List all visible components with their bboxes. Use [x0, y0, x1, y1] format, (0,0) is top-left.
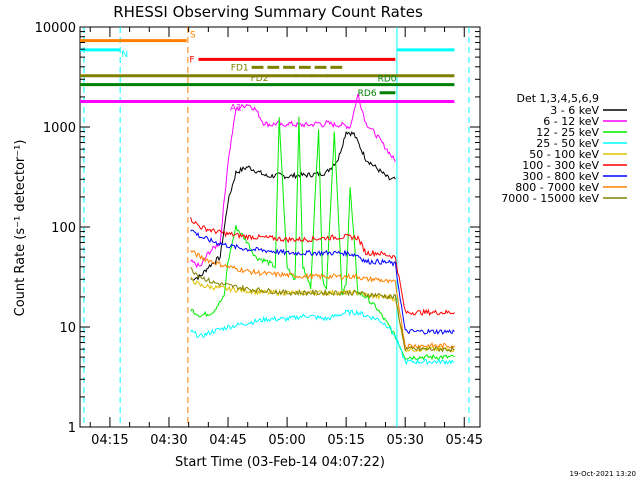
chart-title: RHESSI Observing Summary Count Rates — [113, 3, 423, 21]
x-axis-label: Start Time (03-Feb-14 04:07:22) — [175, 455, 385, 470]
series-line — [190, 217, 455, 317]
legend-title: Det 1,3,4,5,6,9 — [516, 92, 599, 105]
legend-item-label: 7000 - 15000 keV — [501, 192, 599, 205]
flag-label: F — [189, 55, 194, 65]
series-line — [190, 130, 396, 282]
plot-frame — [79, 26, 481, 428]
legend-item-label: 6 - 12 keV — [543, 115, 599, 128]
x-tick-label: 05:15 — [327, 433, 364, 448]
series-line — [190, 229, 455, 335]
series-line — [190, 309, 455, 366]
data-series — [190, 93, 455, 366]
timestamp: 19-Oct-2021 13:20 — [570, 470, 636, 478]
flag-label: FD2 — [251, 74, 269, 84]
y-tick-label: 1000 — [43, 121, 76, 136]
flag-label: RD6 — [358, 89, 377, 99]
series-line — [190, 93, 396, 269]
y-tick-label: 10000 — [35, 21, 76, 36]
legend-item-label: 300 - 800 keV — [522, 170, 599, 183]
legend-item-label: 3 - 6 keV — [550, 104, 599, 117]
flag-label: FD1 — [231, 63, 249, 73]
x-axis-ticks: 04:15 04:30 04:45 05:00 05:15 05:30 05:45 — [89, 27, 483, 448]
y-tick-label: 100 — [51, 221, 76, 236]
y-tick-label: 1 — [68, 421, 76, 436]
legend-item-label: 12 - 25 keV — [536, 126, 599, 139]
y-axis-label: Count Rate (s⁻¹ detector⁻¹) — [13, 140, 28, 317]
y-axis-ticks: 1 10 100 1000 10000 — [35, 21, 480, 436]
x-tick-label: 04:45 — [209, 433, 246, 448]
series-line — [190, 266, 455, 353]
legend-item-label: 800 - 7000 keV — [515, 181, 599, 194]
flag-label: A1 — [230, 103, 242, 113]
x-tick-label: 04:30 — [150, 433, 187, 448]
x-tick-label: 05:30 — [386, 433, 423, 448]
legend-item-label: 100 - 300 keV — [522, 159, 599, 172]
x-tick-label: 05:00 — [268, 433, 305, 448]
legend-item-label: 25 - 50 keV — [536, 137, 599, 150]
y-tick-label: 10 — [59, 321, 76, 336]
flag-label: S — [190, 31, 196, 41]
plot-border — [79, 26, 481, 428]
x-tick-label: 05:45 — [446, 433, 483, 448]
series-line — [190, 250, 455, 350]
x-tick-label: 04:15 — [91, 433, 128, 448]
legend-item-label: 50 - 100 keV — [529, 148, 599, 161]
flag-label: RD0 — [378, 75, 397, 85]
flag-label: N — [121, 50, 128, 60]
